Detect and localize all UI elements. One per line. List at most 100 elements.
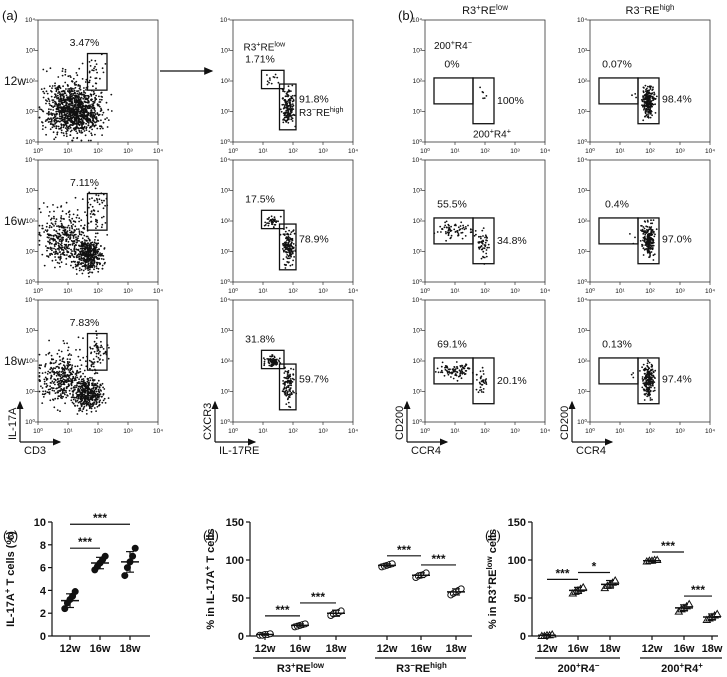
y-axis-label-part: % in IL-17A <box>205 570 217 629</box>
event-dot <box>92 250 95 253</box>
event-dot <box>456 365 458 368</box>
event-dot <box>65 94 68 97</box>
x-tick-label: 10⁴ <box>540 288 550 295</box>
event-dot <box>485 235 488 238</box>
event-dot <box>72 213 75 216</box>
x-tick-label: 10⁴ <box>348 288 358 295</box>
event-dot <box>652 230 655 233</box>
event-dot <box>449 237 452 240</box>
event-dot <box>88 239 91 241</box>
x-tick-label: 10² <box>93 148 103 155</box>
axis-label: IL-17RE <box>219 445 259 457</box>
event-dot <box>58 373 61 376</box>
event-dot <box>282 112 285 115</box>
event-dot <box>85 239 87 242</box>
event-dot <box>50 117 52 120</box>
event-dot <box>49 361 52 364</box>
y-tick-label: 10³ <box>413 188 423 195</box>
event-dot <box>85 404 88 407</box>
y-tick-label: 10⁴ <box>220 157 230 164</box>
event-dot <box>89 104 91 106</box>
event-dot <box>273 223 276 226</box>
event-dot <box>65 257 68 260</box>
event-dot <box>283 386 286 389</box>
event-dot <box>69 134 72 137</box>
event-dot <box>44 390 47 393</box>
event-dot <box>452 370 455 373</box>
event-dot <box>59 115 61 118</box>
event-dot <box>85 127 88 130</box>
event-dot <box>79 112 82 114</box>
event-dot <box>96 219 98 222</box>
x-tick-label: 10¹ <box>450 428 460 435</box>
event-dot <box>57 225 60 227</box>
event-dot <box>48 211 51 213</box>
event-dot <box>83 390 86 393</box>
event-dot <box>87 104 90 107</box>
event-dot <box>101 201 104 204</box>
x-tick-label: 10² <box>645 288 655 295</box>
event-dot <box>284 230 287 233</box>
event-dot <box>645 244 648 246</box>
event-dot <box>88 255 90 258</box>
event-dot <box>272 226 275 228</box>
event-dot <box>83 96 86 98</box>
event-dot <box>65 88 67 90</box>
event-dot <box>68 353 71 355</box>
event-dot <box>57 92 59 94</box>
event-dot <box>107 397 110 399</box>
event-dot <box>102 207 105 210</box>
y-tick-label: 10 <box>34 517 46 529</box>
event-dot <box>283 384 286 386</box>
event-dot <box>81 124 83 127</box>
event-dot <box>82 243 84 246</box>
event-dot <box>643 230 646 232</box>
event-dot <box>95 223 97 226</box>
x-tick-label: 10² <box>288 148 298 155</box>
event-dot <box>45 383 48 385</box>
event-dot <box>266 80 269 83</box>
event-dot <box>649 244 651 246</box>
event-dot <box>641 378 644 380</box>
event-dot <box>49 224 51 227</box>
event-dot <box>84 263 86 266</box>
event-dot <box>655 95 658 98</box>
gate-percent: 0% <box>444 58 459 70</box>
event-dot <box>48 236 50 239</box>
event-dot <box>646 248 648 251</box>
event-dot <box>485 95 488 97</box>
event-dot <box>73 115 75 117</box>
event-dot <box>96 127 99 130</box>
event-dot <box>649 86 652 89</box>
event-dot <box>56 378 59 381</box>
event-dot <box>65 135 68 138</box>
event-dot <box>65 125 68 128</box>
data-point <box>61 605 69 613</box>
event-dot <box>41 224 44 227</box>
event-dot <box>88 250 91 252</box>
event-dot <box>48 239 51 241</box>
event-dot <box>69 363 72 366</box>
event-dot <box>275 363 277 366</box>
event-dot <box>54 114 56 117</box>
plot-frame <box>232 299 354 423</box>
event-dot <box>291 100 294 103</box>
event-dot <box>67 224 70 227</box>
event-dot <box>102 386 104 389</box>
event-dot <box>286 392 288 394</box>
event-dot <box>440 365 443 368</box>
event-dot <box>74 378 76 380</box>
event-dot <box>102 255 105 257</box>
event-dot <box>85 413 88 415</box>
event-dot <box>98 95 100 98</box>
event-dot <box>453 366 456 368</box>
event-dot <box>632 372 635 374</box>
event-dot <box>100 125 102 128</box>
event-dot <box>73 396 76 399</box>
gate-percent: 97.0% <box>662 233 692 245</box>
event-dot <box>88 198 91 200</box>
gate-name-part: + <box>451 38 455 47</box>
event-dot <box>52 237 55 240</box>
y-axis-label-part: + <box>3 588 12 593</box>
event-dot <box>445 220 448 223</box>
